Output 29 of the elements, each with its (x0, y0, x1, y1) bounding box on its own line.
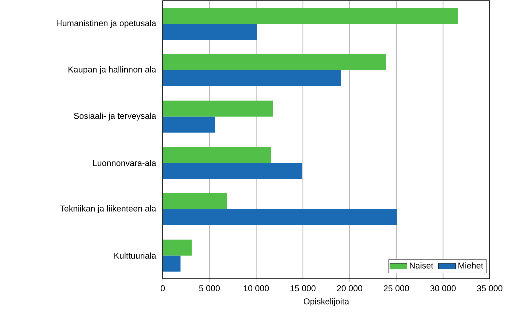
x-tick-label: 25 000 (384, 286, 410, 292)
x-tick-label: 20 000 (337, 286, 363, 292)
bar (163, 8, 458, 24)
bar (163, 256, 181, 272)
x-tick-label: 5 000 (199, 286, 220, 292)
x-tick-label: 10 000 (244, 286, 270, 292)
x-tick-label: 35 000 (477, 286, 503, 292)
x-tick-label: 0 (160, 286, 166, 292)
y-tick-label: Tekniikan ja liikenteen ala (60, 206, 156, 214)
bar (163, 210, 398, 226)
bar (163, 163, 302, 180)
y-tick-label: Luonnonvara-ala (93, 160, 156, 166)
bar (163, 194, 228, 210)
bar (163, 147, 272, 164)
x-tick-label: 30 000 (430, 286, 456, 292)
bar (163, 70, 342, 86)
legend-label: Naiset (410, 262, 434, 269)
bar (163, 100, 274, 117)
y-tick-label: Sosiaali- ja terveysala (74, 112, 156, 121)
x-tick-label: 15 000 (290, 286, 316, 292)
y-tick-label: Kulttuuriala (114, 252, 156, 259)
x-axis-title: Opiskelijoita (304, 298, 350, 306)
bar (163, 24, 258, 40)
bar (163, 116, 216, 133)
legend-label: Miehet (458, 262, 484, 269)
y-tick-label: Humanistinen ja opetusala (56, 20, 156, 28)
bar (163, 240, 192, 256)
y-tick-label: Kaupan ja hallinnon ala (68, 66, 156, 74)
bar (163, 54, 386, 70)
